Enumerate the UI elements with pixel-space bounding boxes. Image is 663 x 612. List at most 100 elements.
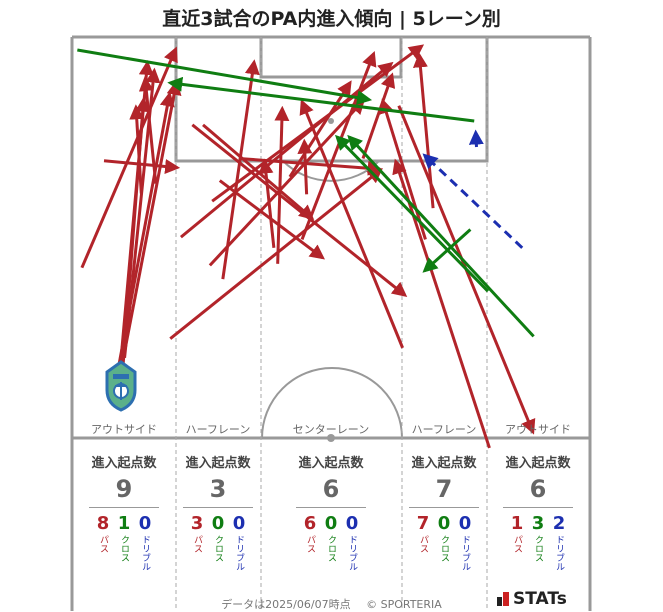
pass-arrow bbox=[80, 46, 178, 269]
lane-stat-column: 進入起点数 3 3 パス 0 クロス 0 ドリブル bbox=[168, 452, 268, 571]
center-spot bbox=[327, 434, 335, 442]
cross-label: クロス bbox=[119, 535, 129, 562]
copyright: © SPORTERIA bbox=[366, 598, 442, 611]
cross-count: 1 bbox=[117, 513, 131, 534]
lane-label: アウトサイド bbox=[505, 423, 571, 436]
cross-stat: 1 クロス bbox=[117, 514, 131, 571]
stats-logo-text: STATs bbox=[513, 589, 567, 609]
cross-arrow bbox=[77, 48, 373, 106]
stat-breakdown: 7 パス 0 クロス 0 ドリブル bbox=[394, 513, 494, 572]
cross-stat: 0 クロス bbox=[211, 514, 225, 571]
lane-label: ハーフレーン bbox=[185, 423, 251, 436]
stat-breakdown: 8 パス 1 クロス 0 ドリブル bbox=[74, 513, 174, 572]
pass-stat: 8 パス bbox=[96, 514, 110, 571]
pass-arrow bbox=[129, 104, 145, 194]
stat-total: 7 bbox=[435, 475, 453, 503]
cross-count: 0 bbox=[324, 513, 338, 534]
dribble-label: ドリブル bbox=[554, 535, 564, 571]
club-crest-icon bbox=[105, 360, 137, 412]
stat-breakdown: 1 パス 3 クロス 2 ドリブル bbox=[488, 513, 588, 572]
stat-divider bbox=[296, 507, 366, 508]
pass-arrow bbox=[274, 105, 290, 264]
cross-count: 0 bbox=[211, 513, 225, 534]
pass-arrow bbox=[288, 80, 352, 178]
pass-label: パス bbox=[98, 535, 108, 553]
stat-header: 進入起点数 bbox=[505, 456, 571, 471]
lane-label: アウトサイド bbox=[91, 423, 157, 436]
center-circle bbox=[261, 367, 403, 439]
cross-arrow bbox=[347, 134, 535, 338]
pass-stat: 1 パス bbox=[510, 514, 524, 571]
dribble-arrow bbox=[422, 153, 524, 249]
cross-arrow bbox=[334, 134, 489, 293]
dribble-stat: 0 ドリブル bbox=[458, 513, 472, 572]
pass-arrow bbox=[221, 59, 260, 280]
cross-count: 0 bbox=[437, 513, 451, 534]
goal-area bbox=[259, 35, 403, 79]
lane-stat-column: 進入起点数 6 6 パス 0 クロス 0 ドリブル bbox=[281, 452, 381, 571]
cross-stat: 0 クロス bbox=[437, 514, 451, 571]
pass-arrow bbox=[121, 96, 151, 366]
stat-total: 3 bbox=[209, 475, 227, 503]
dribble-arrow bbox=[468, 129, 484, 148]
dribble-count: 0 bbox=[345, 513, 359, 534]
lane-stat-column: 進入起点数 6 1 パス 3 クロス 2 ドリブル bbox=[488, 452, 588, 571]
pass-arrow bbox=[169, 168, 383, 340]
dribble-stat: 2 ドリブル bbox=[552, 513, 566, 572]
cross-count: 3 bbox=[531, 513, 545, 534]
cross-stat: 0 クロス bbox=[324, 514, 338, 571]
stat-header: 進入起点数 bbox=[411, 456, 477, 471]
stat-header: 進入起点数 bbox=[91, 456, 157, 471]
dribble-count: 0 bbox=[138, 513, 152, 534]
pass-count: 3 bbox=[190, 513, 204, 534]
pass-arrow bbox=[211, 44, 425, 203]
pass-count: 1 bbox=[510, 513, 524, 534]
pass-arrow bbox=[138, 76, 158, 184]
dribble-label: ドリブル bbox=[460, 535, 470, 571]
pass-arrow bbox=[361, 72, 396, 159]
pass-arrow bbox=[120, 79, 182, 369]
cross-stat: 3 クロス bbox=[531, 514, 545, 571]
dribble-count: 0 bbox=[232, 513, 246, 534]
footer: データは2025/06/07時点 © SPORTERIA bbox=[0, 596, 663, 612]
stat-divider bbox=[409, 507, 479, 508]
dribble-stat: 0 ドリブル bbox=[232, 513, 246, 572]
cross-label: クロス bbox=[326, 535, 336, 562]
lane-label: ハーフレーン bbox=[411, 423, 477, 436]
pass-arrow bbox=[300, 51, 377, 240]
stat-total: 9 bbox=[115, 475, 133, 503]
pass-arrow bbox=[299, 99, 404, 349]
dribble-count: 0 bbox=[458, 513, 472, 534]
arrow-layer bbox=[77, 44, 536, 449]
dribble-label: ドリブル bbox=[234, 535, 244, 571]
chart-title: 直近3試合のPA内進入傾向 | 5レーン別 bbox=[162, 8, 501, 30]
lane-stat-column: 進入起点数 9 8 パス 1 クロス 0 ドリブル bbox=[74, 452, 174, 571]
stat-divider bbox=[503, 507, 573, 508]
pass-count: 8 bbox=[96, 513, 110, 534]
pass-arrow bbox=[208, 98, 366, 267]
pass-label: パス bbox=[512, 535, 522, 553]
stats-logo: STATs bbox=[497, 589, 567, 609]
stat-total: 6 bbox=[529, 475, 547, 503]
lane-label: センターレーン bbox=[292, 423, 370, 436]
dribble-label: ドリブル bbox=[140, 535, 150, 571]
dribble-stat: 0 ドリブル bbox=[138, 513, 152, 572]
pass-stat: 6 パス bbox=[303, 514, 317, 571]
data-date: データは2025/06/07時点 bbox=[221, 598, 351, 611]
pass-stat: 7 パス bbox=[416, 514, 430, 571]
stat-total: 6 bbox=[322, 475, 340, 503]
pass-count: 7 bbox=[416, 513, 430, 534]
stat-header: 進入起点数 bbox=[185, 456, 251, 471]
cross-label: クロス bbox=[213, 535, 223, 562]
lane-stat-column: 進入起点数 7 7 パス 0 クロス 0 ドリブル bbox=[394, 452, 494, 571]
dribble-count: 2 bbox=[552, 513, 566, 534]
pass-arrow bbox=[297, 138, 313, 195]
stat-divider bbox=[89, 507, 159, 508]
pass-stat: 3 パス bbox=[190, 514, 204, 571]
cross-arrow bbox=[422, 228, 472, 273]
pass-label: パス bbox=[192, 535, 202, 553]
pass-arrow bbox=[258, 158, 276, 248]
stat-divider bbox=[183, 507, 253, 508]
pass-count: 6 bbox=[303, 513, 317, 534]
cross-label: クロス bbox=[533, 535, 543, 562]
